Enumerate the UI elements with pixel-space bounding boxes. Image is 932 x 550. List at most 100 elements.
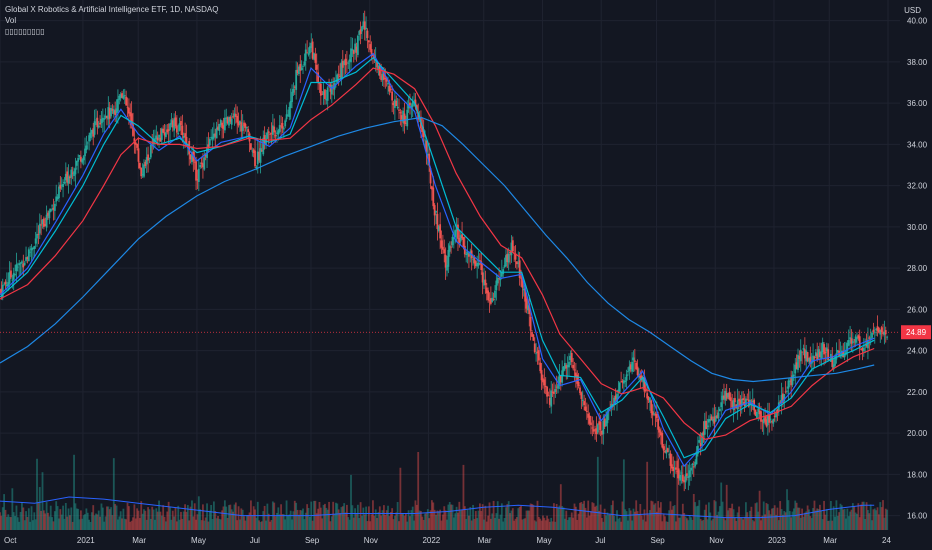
candle-body	[744, 398, 747, 406]
candle-body	[681, 474, 684, 482]
candle-body	[472, 259, 474, 261]
volume-bars	[0, 452, 889, 530]
volume-bar	[511, 508, 514, 530]
volume-bar	[59, 509, 62, 530]
volume-bar	[85, 508, 88, 530]
candle-body	[455, 227, 458, 232]
candle-body	[613, 397, 616, 406]
volume-bar	[481, 504, 484, 530]
volume-bar	[683, 513, 686, 530]
volume-bar	[596, 456, 599, 530]
candle-body	[473, 256, 476, 264]
volume-bar	[709, 512, 712, 530]
volume-bar	[732, 509, 735, 530]
volume-bar	[480, 511, 483, 530]
volume-bar	[8, 516, 11, 530]
time-tick-label: Sep	[305, 536, 320, 545]
time-axis[interactable]: Oct 2021 Mar May Jul Sep Nov 2022 Mar May Jul Sep No…	[4, 536, 891, 545]
volume-bar	[462, 464, 465, 530]
candle-body	[292, 88, 295, 93]
volume-bar	[41, 472, 44, 530]
volume-bar	[536, 500, 539, 530]
price-axis[interactable]: 16.00 18.00 20.00 22.00 24.00 26.00 28.00 30.00…	[907, 17, 928, 521]
chart-title[interactable]: Global X Robotics & Artificial Intellige…	[5, 5, 219, 14]
volume-bar	[358, 518, 361, 530]
candle-body	[48, 210, 51, 219]
volume-bar	[649, 510, 651, 530]
volume-bar	[599, 504, 602, 530]
volume-bar	[392, 519, 395, 530]
candle-body	[341, 60, 344, 68]
volume-bar	[354, 508, 357, 530]
volume-bar	[126, 502, 129, 530]
volume-bar	[223, 500, 226, 530]
candle-body	[62, 184, 64, 188]
volume-bar	[768, 510, 771, 530]
volume-bar	[516, 517, 518, 530]
volume-bar	[69, 515, 71, 530]
candle-body	[503, 265, 506, 267]
volume-bar	[75, 508, 78, 530]
candle-body	[621, 381, 624, 383]
volume-bar	[101, 507, 104, 530]
candle-body	[199, 165, 202, 168]
candle-body	[742, 398, 745, 401]
candle-body	[873, 332, 876, 334]
candle-body	[514, 253, 517, 260]
candle-body	[73, 171, 75, 176]
volume-bar	[628, 508, 631, 530]
candle-body	[762, 418, 765, 424]
volume-bar	[158, 500, 160, 530]
volume-bar	[564, 518, 566, 530]
volume-bar	[784, 512, 787, 530]
candle-body	[705, 420, 708, 430]
candle-body	[802, 348, 805, 350]
candle-body	[259, 148, 262, 163]
candle-body	[260, 150, 263, 152]
volume-bar	[55, 501, 58, 530]
volume-bar	[90, 512, 93, 530]
candle-body	[588, 415, 591, 424]
candle-body	[0, 288, 3, 295]
candle-body	[240, 122, 243, 132]
volume-bar	[673, 505, 676, 530]
candle-body	[159, 137, 162, 142]
candle-body	[232, 116, 234, 118]
volume-indicator-label[interactable]: Vol	[5, 16, 17, 25]
volume-bar	[92, 505, 95, 530]
volume-bar	[622, 459, 625, 530]
volume-bar	[613, 515, 616, 530]
candle-body	[384, 77, 387, 80]
volume-bar	[554, 521, 557, 530]
volume-bar	[71, 521, 74, 530]
currency-label[interactable]: USD	[904, 6, 921, 15]
volume-bar	[145, 519, 148, 530]
candle-body	[64, 173, 67, 181]
candle-body	[738, 398, 740, 402]
candle-body	[787, 380, 790, 389]
candle-body	[355, 46, 358, 53]
candle-body	[82, 156, 85, 161]
candle-body	[236, 115, 239, 123]
candle-body	[229, 117, 232, 122]
volume-bar	[507, 501, 510, 530]
indicator-placeholder[interactable]: ▯▯▯▯▯▯▯▯▯	[5, 27, 45, 36]
volume-bar	[86, 512, 89, 530]
candle-body	[410, 105, 413, 109]
volume-bar	[821, 519, 824, 530]
volume-bar	[30, 506, 33, 530]
time-tick-label: 2022	[422, 536, 440, 545]
volume-bar	[295, 502, 298, 530]
price-tick-label: 32.00	[907, 182, 928, 191]
volume-bar	[799, 517, 802, 530]
volume-bar	[820, 510, 823, 530]
candle-body	[831, 356, 834, 367]
candle-body	[175, 125, 178, 133]
candle-body	[407, 105, 410, 109]
candle-body	[618, 382, 621, 392]
volume-bar	[816, 508, 819, 530]
candle-body	[819, 351, 821, 357]
volume-bar	[155, 508, 158, 530]
volume-bar	[70, 507, 73, 530]
